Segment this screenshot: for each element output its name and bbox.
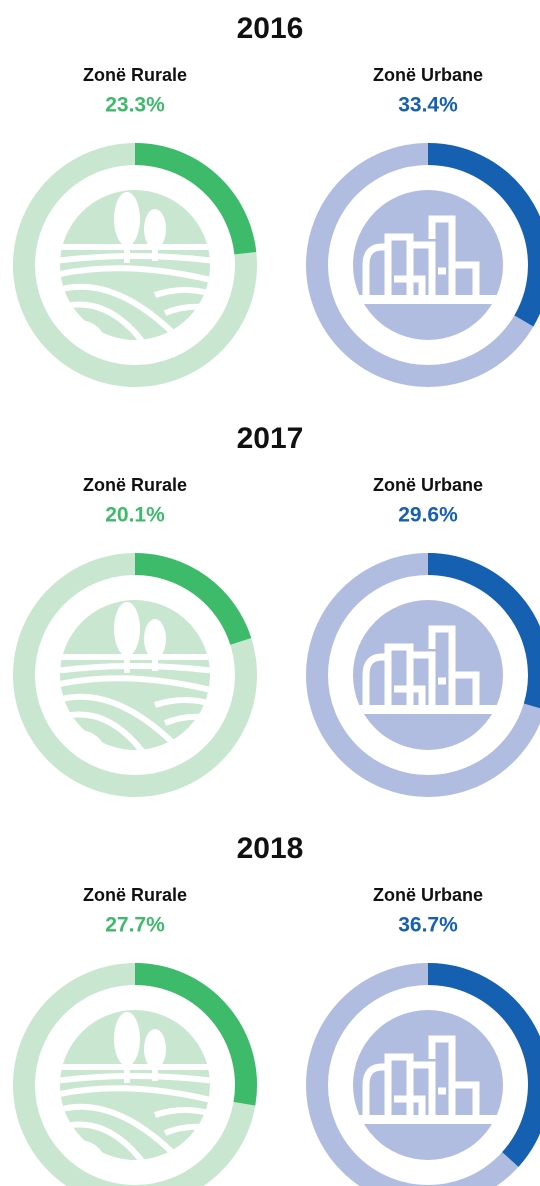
value-label: 27.7% [105,914,165,937]
donut-arc [134,553,252,645]
zone-icon [55,600,215,755]
zone-icon [348,600,508,750]
value-label: 29.6% [398,504,458,527]
donut-arc [134,963,257,1106]
year-title: 2017 [237,422,304,455]
donut-arc [427,963,540,1167]
zone-label: Zonë Rurale [83,65,187,85]
value-label: 33.4% [398,94,458,117]
value-label: 36.7% [398,914,458,937]
year-title: 2018 [237,832,304,865]
zone-label: Zonë Rurale [83,885,187,905]
value-label: 20.1% [105,504,165,527]
zone-label: Zonë Urbane [373,885,483,905]
year-title: 2016 [237,12,304,45]
donut-arc [427,553,540,709]
zone-icon [55,1010,215,1165]
zone-icon [55,190,215,345]
donut-arc [427,143,540,327]
zone-label: Zonë Urbane [373,475,483,495]
donut-arc [134,143,257,255]
zone-label: Zonë Urbane [373,65,483,85]
value-label: 23.3% [105,94,165,117]
zone-icon [348,190,508,340]
zone-icon [348,1010,508,1160]
zone-label: Zonë Rurale [83,475,187,495]
